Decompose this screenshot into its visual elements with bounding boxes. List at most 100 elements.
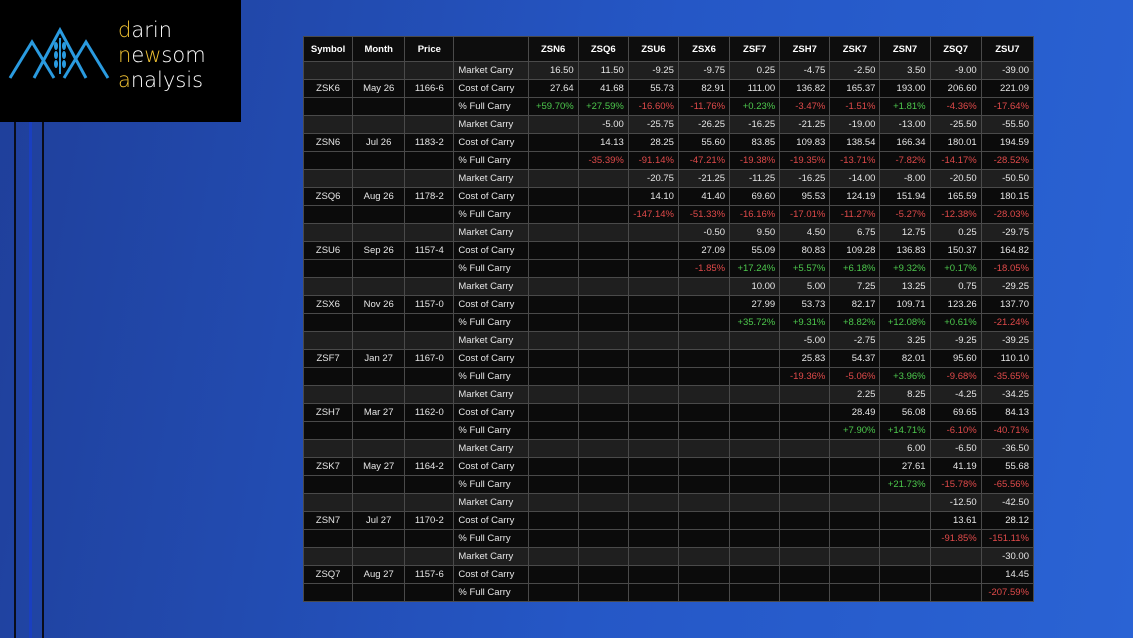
value-cell [677, 511, 731, 530]
value-cell: -28.52% [980, 151, 1035, 170]
value-cell: 55.68 [980, 457, 1035, 476]
table-body: Market Carry 16.50 11.50 -9.25 -9.75 0.25 -4.7… [302, 61, 1035, 602]
value-cell: 25.83 [779, 349, 831, 368]
value-cell: -51.33% [677, 205, 731, 224]
value-cell: -47.21% [677, 151, 731, 170]
mountain-wheat-logo-icon [8, 26, 110, 79]
value-cell: 41.19 [929, 457, 982, 476]
value-cell: -18.05% [980, 259, 1035, 278]
value-cell [729, 385, 781, 404]
month-cell [352, 475, 406, 494]
value-cell [677, 493, 731, 512]
carry-table: Symbol Month Price ZSN6 ZSQ6 ZSU6 ZSX6 ZSF7 ZSH7… [302, 36, 1035, 602]
value-cell [527, 205, 579, 224]
value-cell [829, 547, 881, 566]
value-cell [527, 421, 579, 440]
value-cell: 194.59 [980, 133, 1035, 152]
value-cell: -35.39% [577, 151, 629, 170]
row-label-cell: Cost of Carry [453, 511, 529, 530]
value-cell: 11.50 [577, 61, 629, 80]
table-row: ZSH7 Mar 27 1162-0 Cost of Carry 28.49 56.08 6… [302, 403, 1035, 422]
value-cell [527, 385, 579, 404]
row-label-cell: Cost of Carry [453, 565, 529, 584]
value-cell [577, 421, 629, 440]
value-cell [729, 493, 781, 512]
value-cell [829, 565, 881, 584]
value-cell [577, 223, 629, 242]
symbol-cell [302, 421, 354, 440]
value-cell: 164.82 [980, 241, 1035, 260]
price-cell: 1164-2 [404, 457, 455, 476]
row-label-cell: Market Carry [453, 493, 529, 512]
value-cell [627, 331, 679, 350]
value-cell [779, 547, 831, 566]
value-cell: 55.60 [677, 133, 731, 152]
month-cell: Sep 26 [352, 241, 406, 260]
table-row: % Full Carry +21.73% -15.78% -65.56% [302, 475, 1035, 494]
value-cell [627, 295, 679, 314]
value-cell [779, 385, 831, 404]
price-cell [404, 331, 455, 350]
value-cell [677, 313, 731, 332]
value-cell: -147.14% [627, 205, 679, 224]
value-cell: 3.50 [879, 61, 931, 80]
value-cell: -21.25 [677, 169, 731, 188]
value-cell: -9.25 [929, 331, 982, 350]
month-cell: May 26 [352, 79, 406, 98]
value-cell [627, 367, 679, 386]
value-cell [879, 493, 931, 512]
row-label-cell: % Full Carry [453, 367, 529, 386]
value-cell: -9.75 [677, 61, 731, 80]
value-cell [527, 583, 579, 602]
price-cell: 1162-0 [404, 403, 455, 422]
price-cell [404, 205, 455, 224]
value-cell [527, 151, 579, 170]
table-row: ZSQ6 Aug 26 1178-2 Cost of Carry 14.10 41.40 6… [302, 187, 1035, 206]
price-cell [404, 97, 455, 116]
symbol-cell [302, 475, 354, 494]
value-cell: -16.25 [729, 115, 781, 134]
value-cell [929, 565, 982, 584]
value-cell: 82.01 [879, 349, 931, 368]
value-cell [577, 565, 629, 584]
value-cell [729, 331, 781, 350]
value-cell: 193.00 [879, 79, 931, 98]
value-cell: 84.13 [980, 403, 1035, 422]
value-cell: 165.37 [829, 79, 881, 98]
month-cell [352, 313, 406, 332]
value-cell: 0.75 [929, 277, 982, 296]
table-row: ZSU6 Sep 26 1157-4 Cost of Carry 27.09 55.09 8… [302, 241, 1035, 260]
symbol-cell [302, 493, 354, 512]
value-cell: 6.75 [829, 223, 881, 242]
month-cell [352, 61, 406, 80]
value-cell [677, 295, 731, 314]
row-label-cell: Cost of Carry [453, 295, 529, 314]
value-cell [627, 421, 679, 440]
month-cell: Jul 27 [352, 511, 406, 530]
value-cell [729, 583, 781, 602]
value-cell [627, 511, 679, 530]
value-cell: -21.25 [779, 115, 831, 134]
value-cell [829, 529, 881, 548]
row-label-cell: Cost of Carry [453, 79, 529, 98]
value-cell: 13.25 [879, 277, 931, 296]
month-cell [352, 493, 406, 512]
value-cell: -25.75 [627, 115, 679, 134]
value-cell [829, 457, 881, 476]
price-cell: 1183-2 [404, 133, 455, 152]
value-cell [829, 493, 881, 512]
value-cell: 180.01 [929, 133, 982, 152]
value-cell: -12.50 [929, 493, 982, 512]
value-cell [527, 241, 579, 260]
value-cell: 14.10 [627, 187, 679, 206]
column-header: ZSQ7 [929, 36, 982, 62]
table-row: Market Carry 16.50 11.50 -9.25 -9.75 0.25 -4.7… [302, 61, 1035, 80]
symbol-cell [302, 529, 354, 548]
row-label-cell: Market Carry [453, 277, 529, 296]
table-row: Market Carry -30.00 [302, 547, 1035, 566]
value-cell: 27.09 [677, 241, 731, 260]
price-cell [404, 223, 455, 242]
value-cell [779, 565, 831, 584]
row-label-cell: % Full Carry [453, 205, 529, 224]
row-label-cell: Market Carry [453, 169, 529, 188]
